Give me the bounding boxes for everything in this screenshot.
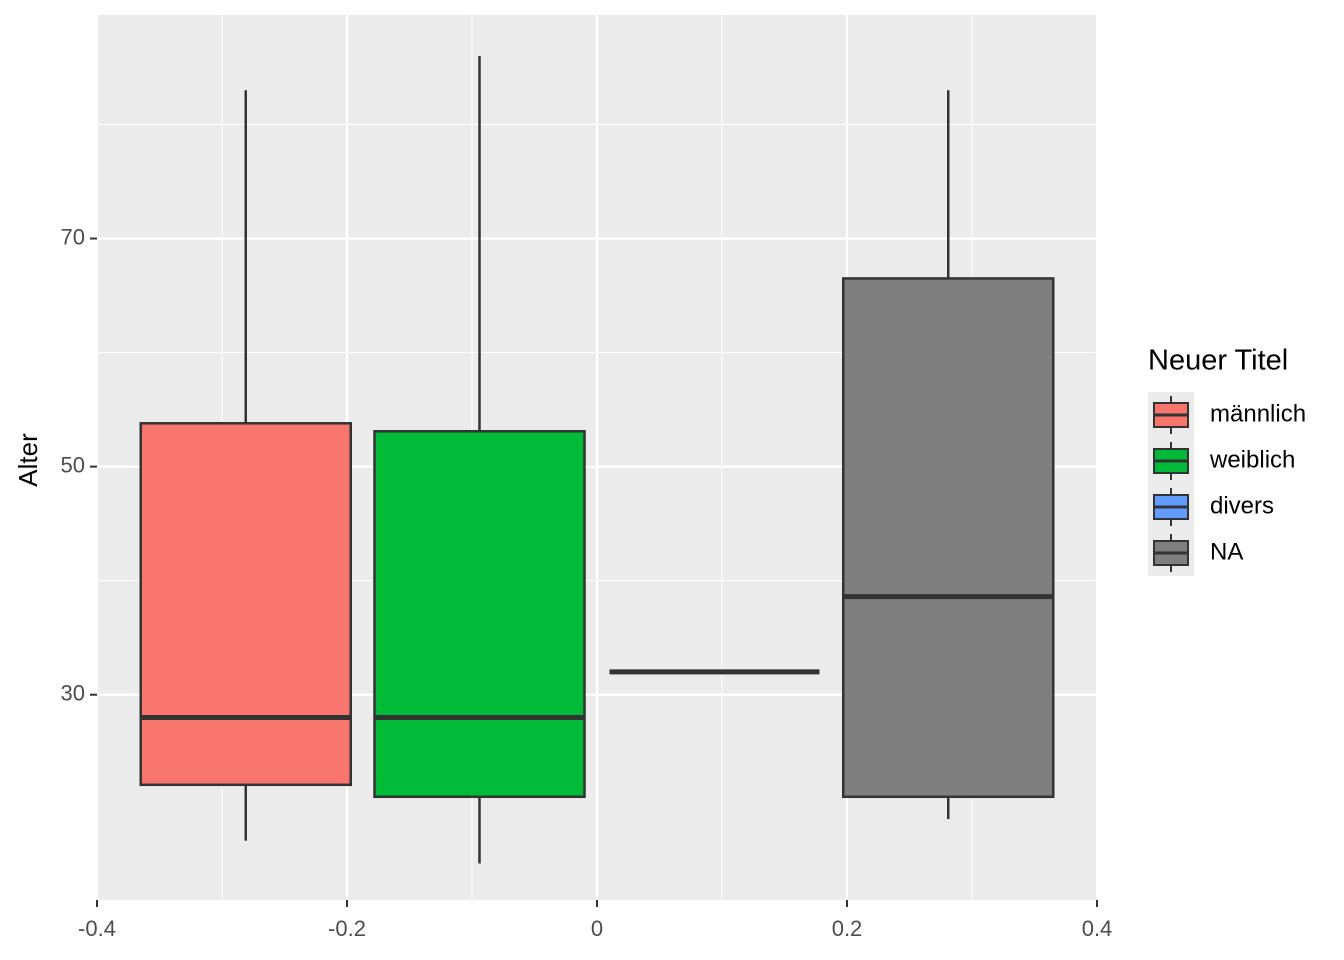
x-tick-label: -0.4 — [78, 916, 116, 941]
box — [842, 277, 1055, 799]
legend-title: Neuer Titel — [1148, 345, 1288, 377]
y-tick-label: 30 — [61, 681, 85, 706]
x-tick-label: -0.2 — [328, 916, 366, 941]
y-tick-label: 70 — [61, 224, 85, 249]
legend-label: NA — [1210, 538, 1243, 565]
box — [373, 430, 586, 799]
x-tick-label: 0.2 — [832, 916, 863, 941]
box — [139, 422, 352, 787]
x-tick-label: 0.4 — [1082, 916, 1113, 941]
y-axis-label: Alter — [13, 433, 43, 487]
legend-label: weiblich — [1209, 446, 1295, 473]
legend-label: männlich — [1210, 400, 1306, 427]
x-tick-label: 0 — [591, 916, 603, 941]
legend-label: divers — [1210, 492, 1274, 519]
y-tick-label: 50 — [61, 452, 85, 477]
